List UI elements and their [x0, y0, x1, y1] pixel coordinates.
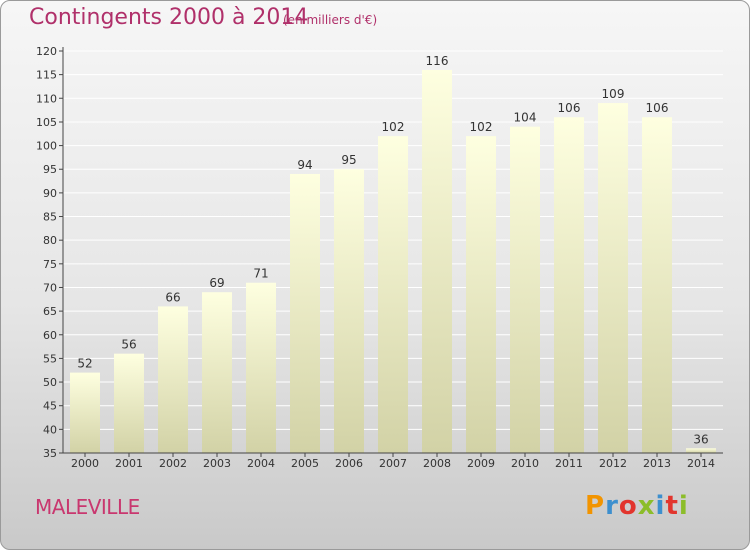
value-label-2006: 95 [341, 153, 356, 167]
logo-letter: r [605, 491, 619, 521]
logo-letter: o [618, 491, 638, 521]
proxiti-logo[interactable]: Proxiti [585, 491, 689, 521]
bar-2013 [642, 117, 672, 453]
xtick-label-2007: 2007 [379, 457, 407, 470]
chart-subtitle: (en milliers d'€) [283, 13, 378, 27]
value-label-2014: 36 [693, 432, 708, 446]
ytick-label-40: 40 [43, 423, 57, 436]
logo-letter: i [655, 491, 666, 521]
xtick-label-2010: 2010 [511, 457, 539, 470]
value-label-2010: 104 [514, 111, 537, 125]
ytick-label-120: 120 [36, 45, 57, 58]
ytick-label-50: 50 [43, 376, 57, 389]
bar-2004 [246, 282, 276, 453]
value-label-2001: 56 [121, 338, 136, 352]
ytick-label-70: 70 [43, 281, 57, 294]
ytick-label-80: 80 [43, 234, 57, 247]
value-label-2002: 66 [165, 290, 180, 304]
ytick-label-65: 65 [43, 305, 57, 318]
bar-2009 [466, 136, 496, 454]
bar-2006 [334, 169, 364, 453]
bar-2005 [290, 173, 320, 453]
xtick-label-2002: 2002 [159, 457, 187, 470]
bar-2010 [510, 126, 540, 453]
xtick-label-2012: 2012 [599, 457, 627, 470]
ytick-label-100: 100 [36, 140, 57, 153]
xtick-label-2011: 2011 [555, 457, 583, 470]
value-label-2003: 69 [209, 276, 224, 290]
ytick-label-85: 85 [43, 211, 57, 224]
bar-2003 [202, 292, 232, 453]
ytick-label-60: 60 [43, 329, 57, 342]
xtick-label-2013: 2013 [643, 457, 671, 470]
value-label-2007: 102 [382, 120, 405, 134]
xtick-label-2001: 2001 [115, 457, 143, 470]
chart-title: Contingents 2000 à 2014 [29, 5, 309, 30]
ytick-label-75: 75 [43, 258, 57, 271]
ytick-label-90: 90 [43, 187, 57, 200]
ytick-label-110: 110 [36, 92, 57, 105]
bar-2008 [422, 69, 452, 453]
logo-letter: t [665, 491, 679, 521]
xtick-label-2006: 2006 [335, 457, 363, 470]
ytick-label-95: 95 [43, 163, 57, 176]
logo-letter: i [678, 491, 689, 521]
bar-2000 [70, 372, 100, 453]
xtick-label-2009: 2009 [467, 457, 495, 470]
xtick-label-2008: 2008 [423, 457, 451, 470]
ytick-label-115: 115 [36, 69, 57, 82]
bar-2001 [114, 353, 144, 453]
value-label-2012: 109 [602, 87, 625, 101]
commune-name: MALEVILLE [35, 495, 140, 519]
xtick-label-2000: 2000 [71, 457, 99, 470]
bar-2014 [686, 448, 716, 453]
xtick-label-2004: 2004 [247, 457, 275, 470]
xtick-label-2014: 2014 [687, 457, 715, 470]
bars [70, 69, 716, 454]
value-label-2008: 116 [426, 54, 449, 68]
value-label-2004: 71 [253, 267, 268, 281]
ytick-label-105: 105 [36, 116, 57, 129]
value-label-2005: 94 [297, 158, 312, 172]
value-label-2013: 106 [646, 101, 669, 115]
ytick-label-35: 35 [43, 447, 57, 460]
bar-2011 [554, 117, 584, 453]
ytick-label-45: 45 [43, 400, 57, 413]
axes: 35 40 45 50 55 60 65 70 75 80 85 90 95 100 105 110 115 12… [36, 45, 723, 470]
bar-2007 [378, 136, 408, 454]
value-label-2000: 52 [77, 357, 92, 371]
xtick-label-2005: 2005 [291, 457, 319, 470]
labels: 52 56 66 69 71 94 95 102 116 102 104 106 109 106 36 [77, 54, 708, 446]
logo-letter: P [585, 491, 606, 521]
logo-letter: x [637, 491, 656, 521]
ytick-label-55: 55 [43, 352, 57, 365]
xtick-label-2003: 2003 [203, 457, 231, 470]
bar-2002 [158, 306, 188, 453]
value-label-2011: 106 [558, 101, 581, 115]
value-label-2009: 102 [470, 120, 493, 134]
bar-2012 [598, 103, 628, 453]
